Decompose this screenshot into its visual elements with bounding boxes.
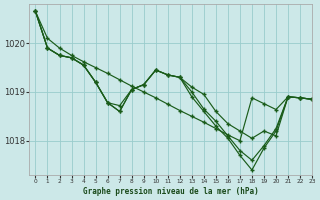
X-axis label: Graphe pression niveau de la mer (hPa): Graphe pression niveau de la mer (hPa) xyxy=(83,187,259,196)
